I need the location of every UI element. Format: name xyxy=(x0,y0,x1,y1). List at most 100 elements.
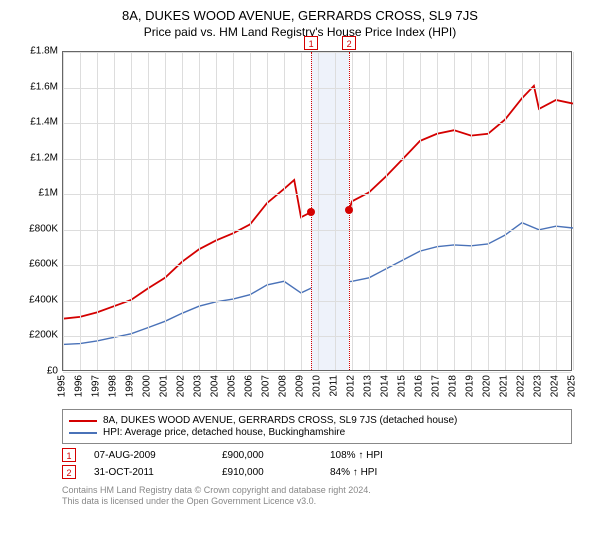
x-tick-label: 2024 xyxy=(550,375,561,397)
event-band xyxy=(311,52,349,370)
sale-badge: 2 xyxy=(62,465,76,479)
y-tick-label: £800K xyxy=(12,223,58,234)
chart-title: 8A, DUKES WOOD AVENUE, GERRARDS CROSS, S… xyxy=(12,8,588,23)
x-tick-label: 2000 xyxy=(142,375,153,397)
grid-h xyxy=(63,336,571,337)
x-tick-label: 2003 xyxy=(193,375,204,397)
grid-v xyxy=(63,52,64,370)
attribution-line-1: Contains HM Land Registry data © Crown c… xyxy=(62,485,572,496)
grid-v xyxy=(301,52,302,370)
event-badge: 2 xyxy=(342,36,356,50)
grid-v xyxy=(403,52,404,370)
grid-h xyxy=(63,372,571,373)
y-tick-label: £0 xyxy=(12,366,58,377)
sales-table: 1 07-AUG-2009 £900,000 108% ↑ HPI 2 31-OCT-20… xyxy=(62,448,572,479)
sale-price: £900,000 xyxy=(222,450,312,461)
y-tick-label: £200K xyxy=(12,330,58,341)
grid-h xyxy=(63,88,571,89)
y-tick-label: £1.2M xyxy=(12,152,58,163)
sale-date: 31-OCT-2011 xyxy=(94,467,204,478)
legend-label: HPI: Average price, detached house, Buck… xyxy=(103,427,345,438)
x-tick-label: 2014 xyxy=(380,375,391,397)
chart-area: 12 £0£200K£400K£600K£800K£1M£1.2M£1.4M£1… xyxy=(12,45,588,405)
attribution-line-2: This data is licensed under the Open Gov… xyxy=(62,496,572,507)
grid-v xyxy=(573,52,574,370)
sale-row: 1 07-AUG-2009 £900,000 108% ↑ HPI xyxy=(62,448,572,462)
sale-pct: 84% ↑ HPI xyxy=(330,467,377,478)
x-tick-label: 2023 xyxy=(533,375,544,397)
x-tick-label: 1997 xyxy=(91,375,102,397)
x-tick-label: 2017 xyxy=(431,375,442,397)
grid-v xyxy=(556,52,557,370)
event-dot xyxy=(307,208,315,216)
sale-badge: 1 xyxy=(62,448,76,462)
grid-h xyxy=(63,230,571,231)
y-tick-label: £1.6M xyxy=(12,81,58,92)
event-dot xyxy=(345,206,353,214)
grid-v xyxy=(233,52,234,370)
x-tick-label: 2001 xyxy=(159,375,170,397)
chart-container: 8A, DUKES WOOD AVENUE, GERRARDS CROSS, S… xyxy=(0,0,600,560)
x-tick-label: 2012 xyxy=(346,375,357,397)
grid-v xyxy=(369,52,370,370)
sale-pct: 108% ↑ HPI xyxy=(330,450,383,461)
x-tick-label: 2022 xyxy=(516,375,527,397)
grid-v xyxy=(454,52,455,370)
x-tick-label: 2021 xyxy=(499,375,510,397)
grid-v xyxy=(216,52,217,370)
grid-h xyxy=(63,265,571,266)
x-tick-label: 2002 xyxy=(176,375,187,397)
y-tick-label: £1M xyxy=(12,188,58,199)
grid-v xyxy=(539,52,540,370)
grid-v xyxy=(488,52,489,370)
grid-v xyxy=(165,52,166,370)
grid-v xyxy=(148,52,149,370)
grid-v xyxy=(522,52,523,370)
x-tick-label: 2004 xyxy=(210,375,221,397)
plot-area: 12 xyxy=(62,51,572,371)
chart-subtitle: Price paid vs. HM Land Registry's House … xyxy=(12,25,588,39)
x-tick-label: 2013 xyxy=(363,375,374,397)
legend-swatch xyxy=(69,420,97,422)
x-tick-label: 2010 xyxy=(312,375,323,397)
grid-v xyxy=(505,52,506,370)
x-tick-label: 2006 xyxy=(244,375,255,397)
grid-v xyxy=(386,52,387,370)
x-tick-label: 2005 xyxy=(227,375,238,397)
grid-v xyxy=(318,52,319,370)
grid-h xyxy=(63,52,571,53)
grid-v xyxy=(437,52,438,370)
x-tick-label: 2008 xyxy=(278,375,289,397)
x-tick-label: 1995 xyxy=(57,375,68,397)
y-tick-label: £400K xyxy=(12,294,58,305)
legend: 8A, DUKES WOOD AVENUE, GERRARDS CROSS, S… xyxy=(62,409,572,444)
x-tick-label: 2016 xyxy=(414,375,425,397)
grid-v xyxy=(420,52,421,370)
grid-h xyxy=(63,159,571,160)
grid-v xyxy=(182,52,183,370)
legend-row: 8A, DUKES WOOD AVENUE, GERRARDS CROSS, S… xyxy=(69,415,565,426)
x-tick-label: 2025 xyxy=(567,375,578,397)
event-badge: 1 xyxy=(304,36,318,50)
x-tick-label: 1999 xyxy=(125,375,136,397)
legend-row: HPI: Average price, detached house, Buck… xyxy=(69,427,565,438)
grid-h xyxy=(63,194,571,195)
x-tick-label: 1998 xyxy=(108,375,119,397)
x-tick-label: 2018 xyxy=(448,375,459,397)
grid-v xyxy=(97,52,98,370)
grid-h xyxy=(63,301,571,302)
grid-v xyxy=(335,52,336,370)
grid-v xyxy=(131,52,132,370)
x-tick-label: 2007 xyxy=(261,375,272,397)
grid-v xyxy=(250,52,251,370)
sale-date: 07-AUG-2009 xyxy=(94,450,204,461)
grid-v xyxy=(199,52,200,370)
grid-v xyxy=(471,52,472,370)
x-tick-label: 2015 xyxy=(397,375,408,397)
x-tick-label: 2020 xyxy=(482,375,493,397)
sale-row: 231-OCT-2011£910,00084% ↑ HPI xyxy=(62,465,572,479)
x-tick-label: 2011 xyxy=(329,375,340,397)
y-tick-label: £1.4M xyxy=(12,117,58,128)
grid-v xyxy=(114,52,115,370)
x-tick-label: 1996 xyxy=(74,375,85,397)
